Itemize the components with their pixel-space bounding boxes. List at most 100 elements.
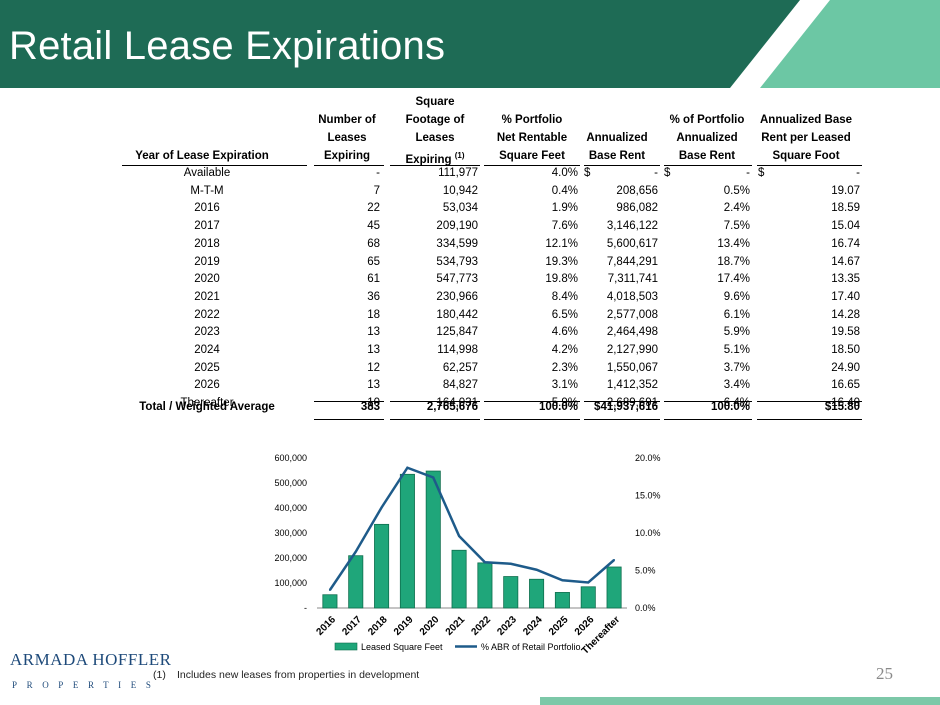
cell-psf: 13.35 [831,273,860,286]
cell-leases: 65 [367,255,380,268]
cell-year: 2023 [194,326,220,339]
line-point-2024 [535,568,538,571]
y-right-tick-label: 20.0% [635,453,661,463]
cell-leases: 10 [367,397,380,410]
total-row: Total / Weighted Average 383 2,765,676 1… [122,401,862,419]
cell-leases: 18 [367,308,380,321]
cell-abr: 7,844,291 [606,255,658,268]
cell-abr: 2,464,498 [606,326,658,339]
y-left-tick-label: 200,000 [274,553,307,563]
cell-pct-abr: - [746,167,750,179]
cell-year: 2017 [194,220,220,233]
cell-psf: 24.90 [831,361,860,374]
cell-leases: 13 [367,379,380,392]
cell-abr: - [654,167,658,179]
cell-pct-abr: 6.1% [723,308,750,321]
cell-pct-abr: 7.5% [723,220,750,233]
total-abr: $41,937,616 [594,401,658,413]
cell-sqft: 125,847 [436,326,478,339]
cell-pct-nrsf: 3.1% [551,379,578,392]
line-point-thereafter [613,559,616,561]
header-sqft-sup: (1) [454,151,465,160]
x-tick-label: 2019 [392,614,416,638]
total-top-line [757,401,862,402]
cell-leases: 13 [367,344,380,356]
cell-pct-nrsf: 0.4% [551,184,578,197]
table-row: 2021 36 230,966 8.4% 4,018,503 9.6% 17.40 [122,291,862,309]
line-point-2018 [380,506,383,509]
table-row: 2022 18 180,442 6.5% 2,577,008 6.1% 14.28 [122,309,862,327]
cell-sqft: 547,773 [436,273,478,286]
line-point-2025 [561,579,564,582]
total-bottom-line [314,419,384,420]
bar-2016 [322,594,338,609]
cell-pct-nrsf: 4.0% [551,167,578,179]
header-underline [122,165,307,166]
cell-year: 2026 [194,379,220,392]
line-pct-abr [328,466,615,591]
cell-pct-nrsf: 2.3% [551,361,578,374]
cell-sqft: 111,977 [438,167,478,179]
cell-abr: 1,412,352 [606,379,658,392]
cell-leases: - [376,167,380,179]
x-tick-label: 2024 [521,614,545,638]
total-psf: $15.80 [824,401,860,413]
y-left-tick-label: - [304,603,307,613]
cell-sqft: 10,942 [442,184,478,197]
x-tick-label: 2017 [340,614,364,638]
cell-sqft: 114,998 [437,344,478,356]
bar-2019 [399,473,415,609]
cell-year: 2021 [194,290,220,303]
cell-leases: 12 [367,361,380,374]
y-right-tick-label: 10.0% [635,528,661,538]
line-point-2016 [328,589,331,591]
line-point-2019 [406,466,409,469]
footnote-text: Includes new leases from properties in d… [177,669,420,681]
cell-sqft: 534,793 [436,255,478,268]
header-underline [664,165,752,166]
cell-abr: 7,311,741 [607,273,658,286]
cell-pct-nrsf: 19.3% [545,255,578,268]
cell-abr: 2,577,008 [606,308,658,321]
x-tick-label: 2025 [547,614,571,638]
bar-2024 [529,578,545,609]
line-point-2017 [354,550,357,553]
total-bottom-line [664,419,752,420]
y-left-tick-label: 500,000 [274,478,307,488]
header-psf-3: Square Foot [772,150,840,162]
total-bottom-line [757,419,862,420]
cell-year: 2022 [194,308,220,321]
bar-2018 [374,523,390,609]
table-row: 2019 65 534,793 19.3% 7,844,291 18.7% 14.67 [122,256,862,274]
bar-2025 [554,592,570,609]
header-underline [314,165,384,166]
lease-expiration-chart: - 100,000 200,000 300,000 400,000 500,000 600,… [274,453,661,657]
bar-2022 [477,562,493,609]
cell-pct-nrsf: 5.9% [551,397,578,410]
cell-psf: 19.58 [831,326,860,339]
x-tick-label: 2018 [366,614,390,638]
x-tick-label: 2016 [315,614,339,638]
cell-sqft: 84,827 [442,379,478,392]
cell-psf: 16.65 [831,379,860,392]
cell-psf: 14.67 [831,255,860,268]
cell-sqft: 62,257 [442,361,478,374]
page-number: 25 [876,664,893,683]
header-sqft-3: Leases [415,132,455,144]
cell-year: 2024 [194,344,220,356]
header-pct-abr-1: % of Portfolio [669,114,745,126]
cell-pct-nrsf: 6.5% [551,308,578,321]
table-row: 2018 68 334,599 12.1% 5,600,617 13.4% 16.74 [122,238,862,256]
cell-leases: 61 [367,273,380,286]
header-sqft-2: Footage of [405,114,465,126]
bar-2020 [425,470,441,609]
bar-2021 [451,549,467,609]
cell-year: 2020 [194,273,220,286]
total-top-line [484,401,580,402]
cell-pct-abr: 9.6% [723,290,750,303]
cell-psf: - [856,167,860,179]
table-row: 2023 13 125,847 4.6% 2,464,498 5.9% 19.58 [122,326,862,344]
x-tick-label: 2021 [444,614,468,638]
cell-pct-abr: 6.4% [723,397,750,410]
bar-thereafter [606,566,622,609]
